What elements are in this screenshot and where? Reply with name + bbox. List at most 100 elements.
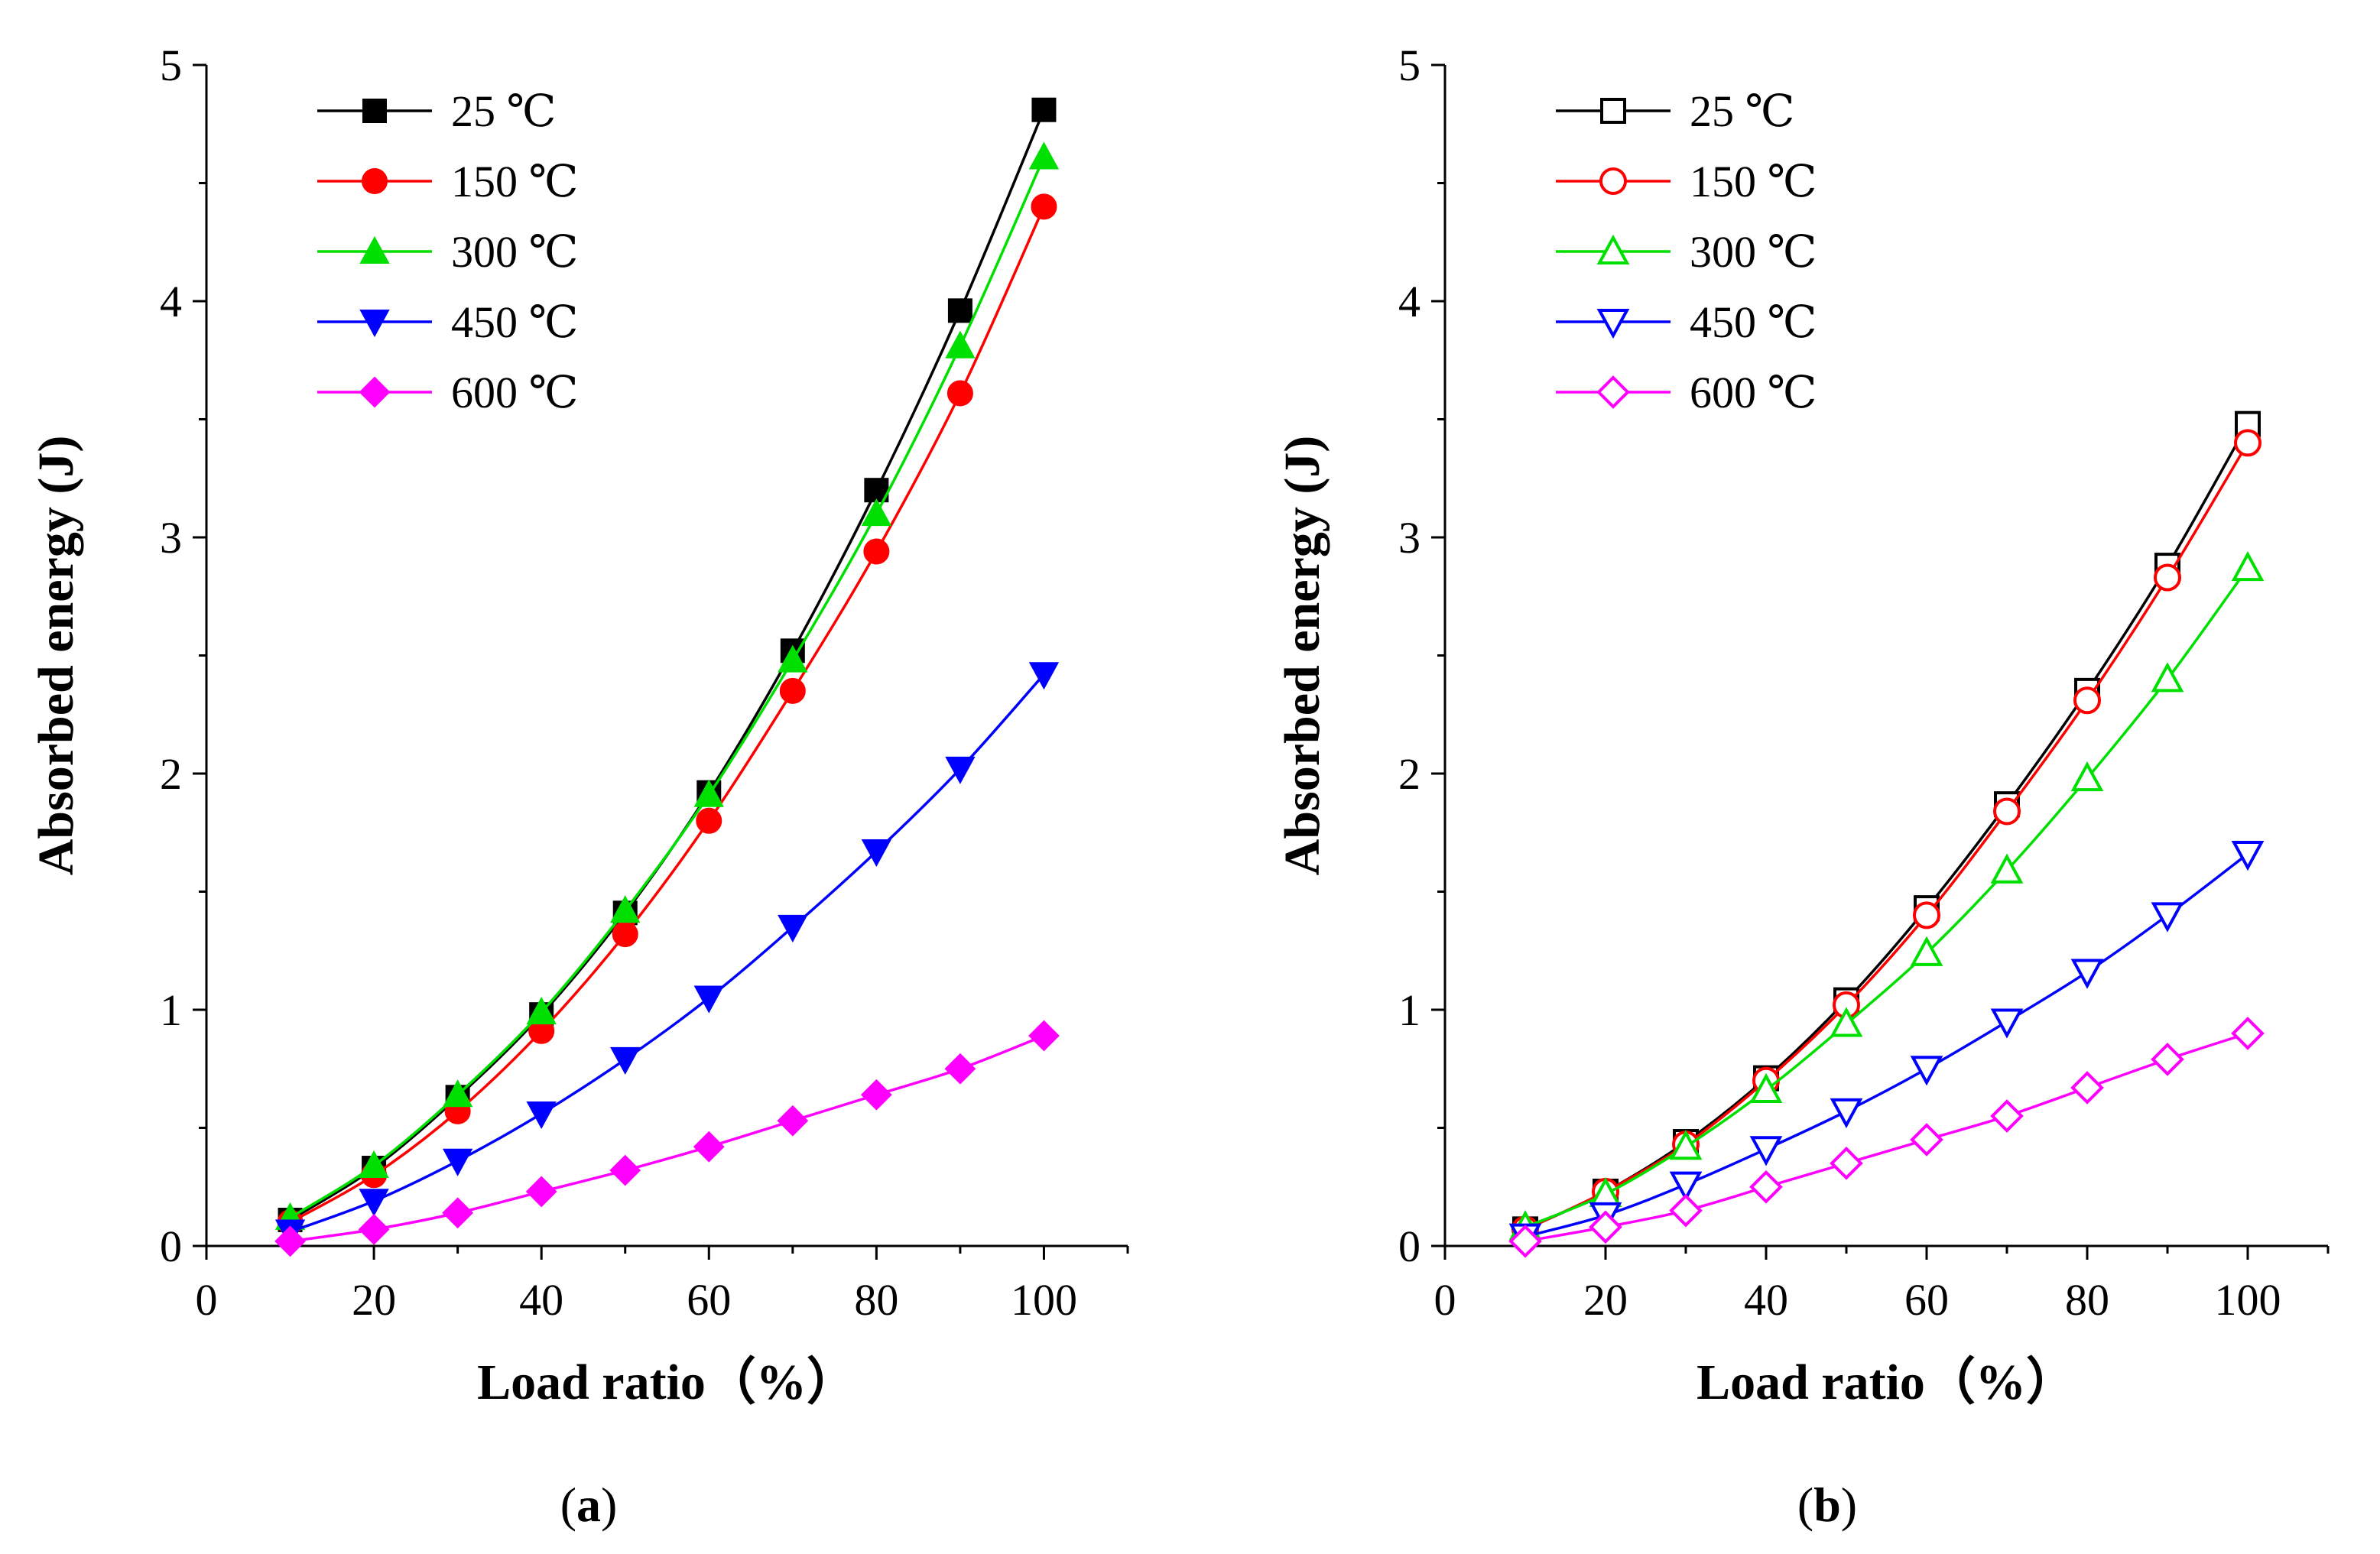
legend-label: 25 ℃	[1690, 86, 1794, 136]
y-tick-label: 2	[1398, 749, 1421, 799]
legend-label: 25 ℃	[451, 86, 556, 136]
legend-label: 450 ℃	[451, 297, 578, 347]
x-tick-label: 40	[1744, 1275, 1788, 1325]
series-markers	[1508, 1017, 2265, 1258]
data-point	[693, 985, 724, 1014]
data-point	[1749, 1072, 1783, 1104]
panel-label: (b)	[1797, 1478, 1857, 1532]
data-point	[612, 921, 638, 948]
data-point	[860, 1079, 892, 1111]
data-point	[778, 914, 808, 942]
series-line	[289, 109, 1046, 1221]
x-tick-label: 0	[1434, 1275, 1456, 1325]
series-markers	[274, 662, 1060, 1247]
data-point	[693, 779, 724, 807]
data-point	[1910, 1123, 1943, 1157]
legend-marker	[1600, 98, 1626, 124]
legend-label: 300 ℃	[451, 227, 578, 277]
data-point	[1830, 1147, 1863, 1180]
data-point	[2151, 1043, 2184, 1076]
legend-label: 450 ℃	[1690, 297, 1817, 347]
data-point	[1028, 1020, 1060, 1052]
legend-marker	[359, 310, 390, 338]
y-tick-label: 3	[160, 513, 182, 563]
data-point	[2073, 686, 2101, 715]
data-point	[777, 1105, 809, 1137]
data-point	[442, 1079, 473, 1108]
data-point	[1508, 1224, 1542, 1258]
y-tick-label: 4	[160, 277, 182, 326]
data-point	[1910, 1056, 1943, 1086]
series-line	[1524, 852, 2249, 1238]
series-markers	[274, 141, 1060, 1230]
data-point	[861, 839, 892, 868]
data-point	[442, 1197, 474, 1229]
data-point	[610, 1046, 641, 1075]
data-point	[2231, 841, 2265, 871]
data-point	[945, 330, 976, 358]
y-tick-label: 5	[160, 41, 182, 90]
x-tick-label: 20	[1583, 1275, 1628, 1325]
series-line	[289, 156, 1046, 1219]
x-tick-label: 20	[352, 1275, 396, 1325]
series-line	[290, 1034, 1045, 1243]
legend-marker	[1596, 234, 1630, 264]
data-point	[1910, 936, 1943, 966]
y-tick-label: 5	[1398, 41, 1421, 90]
series-markers	[274, 1020, 1060, 1257]
data-point	[1031, 97, 1057, 122]
series-markers	[1508, 550, 2265, 1241]
data-point	[2151, 902, 2184, 933]
data-point	[1589, 1210, 1622, 1244]
data-point	[1749, 1136, 1783, 1166]
data-point	[1913, 901, 1940, 929]
legend: 25 ℃ 150 ℃ 300 ℃ 450 ℃ 600 ℃	[1556, 86, 1817, 417]
data-point	[2231, 1017, 2265, 1050]
data-point	[526, 997, 557, 1025]
x-tick-label: 80	[2065, 1275, 2109, 1325]
y-axis-title: Absorbed energy (J)	[28, 436, 84, 876]
legend-label: 150 ℃	[451, 157, 578, 206]
data-point	[1028, 662, 1060, 690]
data-point	[2234, 429, 2261, 457]
x-tick-label: 80	[854, 1275, 898, 1325]
series-line	[1524, 423, 2249, 1231]
data-point	[863, 538, 890, 565]
y-tick-label: 2	[160, 749, 182, 799]
legend-label: 150 ℃	[1690, 157, 1817, 206]
data-point	[1990, 1099, 2024, 1133]
data-point	[1028, 141, 1060, 170]
series-line	[1524, 1032, 2248, 1243]
data-point	[2070, 1071, 2104, 1105]
legend-marker	[359, 376, 391, 408]
y-tick-label: 3	[1398, 513, 1421, 563]
panel-label: (a)	[560, 1478, 618, 1532]
x-tick-label: 40	[519, 1275, 563, 1325]
data-point	[2151, 662, 2184, 693]
legend-marker	[1596, 309, 1630, 339]
data-point	[526, 1101, 557, 1130]
y-tick-label: 1	[1398, 985, 1421, 1035]
legend-label: 300 ℃	[1690, 227, 1817, 277]
series-markers	[277, 193, 1057, 1236]
series-line	[289, 673, 1045, 1234]
y-tick-label: 4	[1398, 277, 1421, 326]
data-point	[359, 1189, 389, 1217]
legend-label: 600 ℃	[1690, 368, 1817, 417]
data-point	[778, 644, 808, 673]
data-point	[779, 677, 806, 704]
series-line	[1524, 567, 2249, 1228]
y-axis-title: Absorbed energy (J)	[1274, 436, 1330, 876]
data-point	[610, 895, 641, 923]
x-axis-title: Load ratio（%）	[477, 1354, 857, 1410]
data-point	[1669, 1130, 1703, 1160]
legend-marker	[362, 168, 388, 194]
data-point	[609, 1154, 641, 1186]
data-point	[945, 756, 976, 784]
data-point	[2154, 563, 2181, 592]
series-markers	[278, 97, 1057, 1233]
x-tick-label: 60	[687, 1275, 731, 1325]
chart-panel-b: 0 20 40 60 80 100 0 1 2 3 4 5 Load ratio（%） Absorbed …	[1274, 41, 2330, 1532]
data-point	[1669, 1193, 1703, 1228]
y-tick-label: 1	[160, 985, 182, 1035]
